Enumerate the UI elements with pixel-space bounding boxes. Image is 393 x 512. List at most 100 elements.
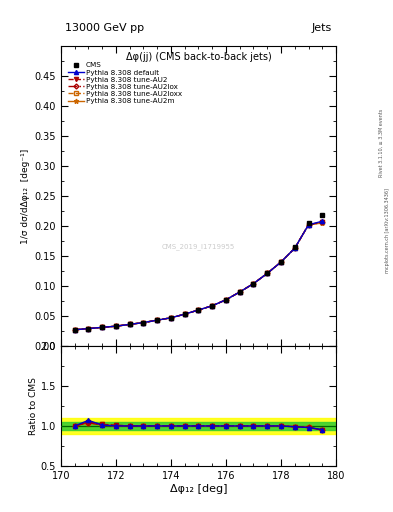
Line: Pythia 8.308 tune-AU2lox: Pythia 8.308 tune-AU2lox <box>73 221 324 331</box>
Pythia 8.308 tune-AU2m <box>127 322 132 328</box>
Pythia 8.308 tune-AU2m <box>292 245 297 251</box>
Pythia 8.308 tune-AU2m <box>169 315 173 321</box>
Pythia 8.308 tune-AU2 <box>292 245 297 251</box>
CMS <box>155 317 160 323</box>
Pythia 8.308 tune-AU2loxx <box>127 322 132 328</box>
Pythia 8.308 default <box>279 259 283 265</box>
Pythia 8.308 default <box>292 245 297 251</box>
Pythia 8.308 tune-AU2m <box>72 327 77 333</box>
Pythia 8.308 tune-AU2lox <box>265 270 270 276</box>
Pythia 8.308 default <box>155 317 160 323</box>
Pythia 8.308 tune-AU2 <box>237 289 242 295</box>
CMS <box>72 327 77 333</box>
Pythia 8.308 tune-AU2lox <box>114 323 118 329</box>
Pythia 8.308 tune-AU2m <box>155 317 160 323</box>
Pythia 8.308 tune-AU2lox <box>210 303 215 309</box>
Text: CMS_2019_I1719955: CMS_2019_I1719955 <box>162 244 235 250</box>
CMS <box>306 220 311 226</box>
Pythia 8.308 tune-AU2 <box>182 311 187 317</box>
Pythia 8.308 tune-AU2m <box>306 222 311 228</box>
Pythia 8.308 tune-AU2m <box>210 303 215 309</box>
Pythia 8.308 tune-AU2lox <box>306 222 311 228</box>
Pythia 8.308 tune-AU2 <box>169 315 173 321</box>
CMS <box>292 244 297 250</box>
Pythia 8.308 default <box>72 327 77 333</box>
CMS <box>251 281 256 287</box>
CMS <box>279 259 283 265</box>
Pythia 8.308 tune-AU2m <box>279 259 283 265</box>
Pythia 8.308 tune-AU2lox <box>237 289 242 295</box>
Pythia 8.308 tune-AU2loxx <box>182 311 187 317</box>
Pythia 8.308 default <box>86 326 91 332</box>
Pythia 8.308 tune-AU2loxx <box>265 270 270 276</box>
Pythia 8.308 tune-AU2 <box>210 303 215 309</box>
Pythia 8.308 tune-AU2 <box>320 219 325 225</box>
Pythia 8.308 default <box>141 319 146 326</box>
Pythia 8.308 tune-AU2loxx <box>279 259 283 265</box>
Pythia 8.308 tune-AU2lox <box>196 307 201 313</box>
Pythia 8.308 tune-AU2loxx <box>306 222 311 228</box>
CMS <box>114 323 118 329</box>
Pythia 8.308 default <box>265 270 270 276</box>
Line: Pythia 8.308 default: Pythia 8.308 default <box>73 219 324 332</box>
Pythia 8.308 tune-AU2 <box>251 281 256 287</box>
CMS <box>224 297 228 303</box>
Line: CMS: CMS <box>72 213 325 332</box>
Y-axis label: Ratio to CMS: Ratio to CMS <box>29 377 38 435</box>
Pythia 8.308 tune-AU2lox <box>320 219 325 225</box>
Pythia 8.308 tune-AU2 <box>224 297 228 303</box>
Pythia 8.308 tune-AU2m <box>251 281 256 287</box>
Y-axis label: 1/σ dσ/dΔφ₁₂  [deg⁻¹]: 1/σ dσ/dΔφ₁₂ [deg⁻¹] <box>21 148 30 244</box>
Pythia 8.308 tune-AU2 <box>265 270 270 276</box>
Pythia 8.308 default <box>224 297 228 303</box>
Pythia 8.308 tune-AU2lox <box>182 311 187 317</box>
Pythia 8.308 tune-AU2m <box>114 323 118 329</box>
Pythia 8.308 tune-AU2 <box>72 327 77 333</box>
Pythia 8.308 tune-AU2lox <box>141 319 146 326</box>
Pythia 8.308 tune-AU2 <box>127 322 132 328</box>
Pythia 8.308 tune-AU2loxx <box>114 323 118 329</box>
Pythia 8.308 tune-AU2loxx <box>100 324 105 330</box>
Pythia 8.308 tune-AU2lox <box>127 322 132 328</box>
Pythia 8.308 tune-AU2loxx <box>251 281 256 287</box>
CMS <box>196 307 201 313</box>
Pythia 8.308 default <box>100 324 105 330</box>
Pythia 8.308 default <box>320 218 325 224</box>
Pythia 8.308 tune-AU2loxx <box>86 326 91 332</box>
Pythia 8.308 tune-AU2loxx <box>169 315 173 321</box>
X-axis label: Δφ₁₂ [deg]: Δφ₁₂ [deg] <box>170 483 227 494</box>
Pythia 8.308 tune-AU2 <box>114 323 118 329</box>
Pythia 8.308 tune-AU2 <box>306 222 311 228</box>
Pythia 8.308 tune-AU2lox <box>100 324 105 330</box>
Line: Pythia 8.308 tune-AU2loxx: Pythia 8.308 tune-AU2loxx <box>73 221 324 331</box>
Bar <box>61 418 336 434</box>
Pythia 8.308 tune-AU2lox <box>224 297 228 303</box>
Pythia 8.308 tune-AU2lox <box>72 327 77 333</box>
Pythia 8.308 default <box>251 281 256 287</box>
Pythia 8.308 tune-AU2lox <box>86 326 91 332</box>
Pythia 8.308 tune-AU2m <box>224 297 228 303</box>
Pythia 8.308 tune-AU2loxx <box>210 303 215 309</box>
Text: 13000 GeV pp: 13000 GeV pp <box>65 23 144 33</box>
Text: Rivet 3.1.10, ≥ 3.3M events: Rivet 3.1.10, ≥ 3.3M events <box>379 109 384 178</box>
Text: mcplots.cern.ch [arXiv:1306.3436]: mcplots.cern.ch [arXiv:1306.3436] <box>385 188 389 273</box>
Pythia 8.308 tune-AU2lox <box>292 245 297 251</box>
Pythia 8.308 tune-AU2m <box>141 319 146 326</box>
Text: Δφ(jj) (CMS back-to-back jets): Δφ(jj) (CMS back-to-back jets) <box>126 52 271 62</box>
CMS <box>237 289 242 295</box>
Pythia 8.308 tune-AU2lox <box>155 317 160 323</box>
Pythia 8.308 tune-AU2 <box>196 307 201 313</box>
Pythia 8.308 tune-AU2loxx <box>155 317 160 323</box>
CMS <box>182 311 187 317</box>
Pythia 8.308 tune-AU2m <box>86 326 91 332</box>
Pythia 8.308 tune-AU2loxx <box>196 307 201 313</box>
CMS <box>320 212 325 218</box>
Pythia 8.308 default <box>169 315 173 321</box>
Line: Pythia 8.308 tune-AU2: Pythia 8.308 tune-AU2 <box>73 220 324 332</box>
CMS <box>100 324 105 330</box>
Pythia 8.308 tune-AU2lox <box>279 259 283 265</box>
Pythia 8.308 default <box>127 322 132 328</box>
Pythia 8.308 default <box>182 311 187 317</box>
Pythia 8.308 tune-AU2lox <box>169 315 173 321</box>
Pythia 8.308 default <box>306 222 311 228</box>
